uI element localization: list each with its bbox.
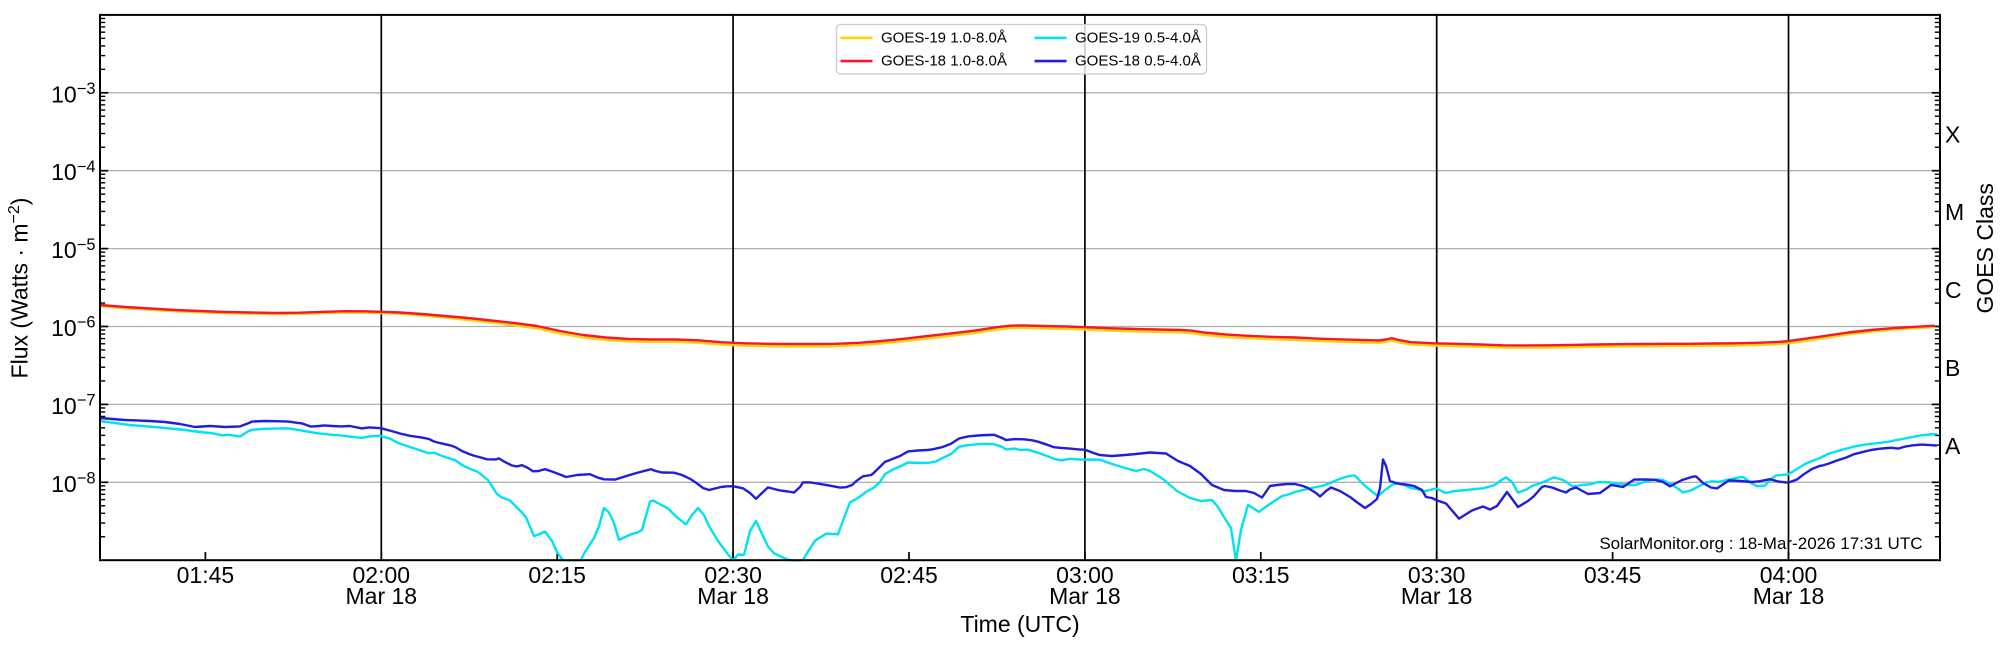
svg-text:03:45: 03:45 (1584, 562, 1642, 588)
svg-text:02:00: 02:00 (353, 562, 411, 588)
svg-text:Mar 18: Mar 18 (1753, 583, 1825, 609)
svg-text:GOES-19 1.0-8.0Å: GOES-19 1.0-8.0Å (881, 29, 1007, 46)
svg-text:Mar 18: Mar 18 (697, 583, 769, 609)
svg-text:X: X (1945, 121, 1960, 147)
svg-text:03:30: 03:30 (1408, 562, 1466, 588)
svg-text:GOES-18 0.5-4.0Å: GOES-18 0.5-4.0Å (1075, 52, 1201, 69)
svg-text:C: C (1945, 277, 1962, 303)
svg-text:02:15: 02:15 (528, 562, 586, 588)
svg-text:GOES-19 0.5-4.0Å: GOES-19 0.5-4.0Å (1075, 29, 1201, 46)
svg-text:01:45: 01:45 (177, 562, 235, 588)
svg-text:03:15: 03:15 (1232, 562, 1290, 588)
svg-text:GOES Class: GOES Class (1972, 183, 1998, 313)
svg-text:Mar 18: Mar 18 (1401, 583, 1473, 609)
svg-text:SolarMonitor.org : 18-Mar-2026: SolarMonitor.org : 18-Mar-2026 17:31 UTC (1599, 534, 1922, 553)
svg-text:Time (UTC): Time (UTC) (960, 611, 1079, 637)
svg-text:B: B (1945, 355, 1960, 381)
svg-text:A: A (1945, 433, 1961, 459)
svg-text:02:30: 02:30 (704, 562, 762, 588)
svg-text:04:00: 04:00 (1760, 562, 1818, 588)
svg-text:Mar 18: Mar 18 (1049, 583, 1121, 609)
svg-text:03:00: 03:00 (1056, 562, 1114, 588)
svg-text:02:45: 02:45 (880, 562, 938, 588)
svg-text:10−3: 10−3 (51, 80, 95, 107)
svg-text:GOES-18 1.0-8.0Å: GOES-18 1.0-8.0Å (881, 52, 1007, 69)
svg-text:Mar 18: Mar 18 (346, 583, 418, 609)
svg-text:Flux (Watts · m−2): Flux (Watts · m−2) (6, 198, 32, 379)
svg-text:M: M (1945, 199, 1964, 225)
